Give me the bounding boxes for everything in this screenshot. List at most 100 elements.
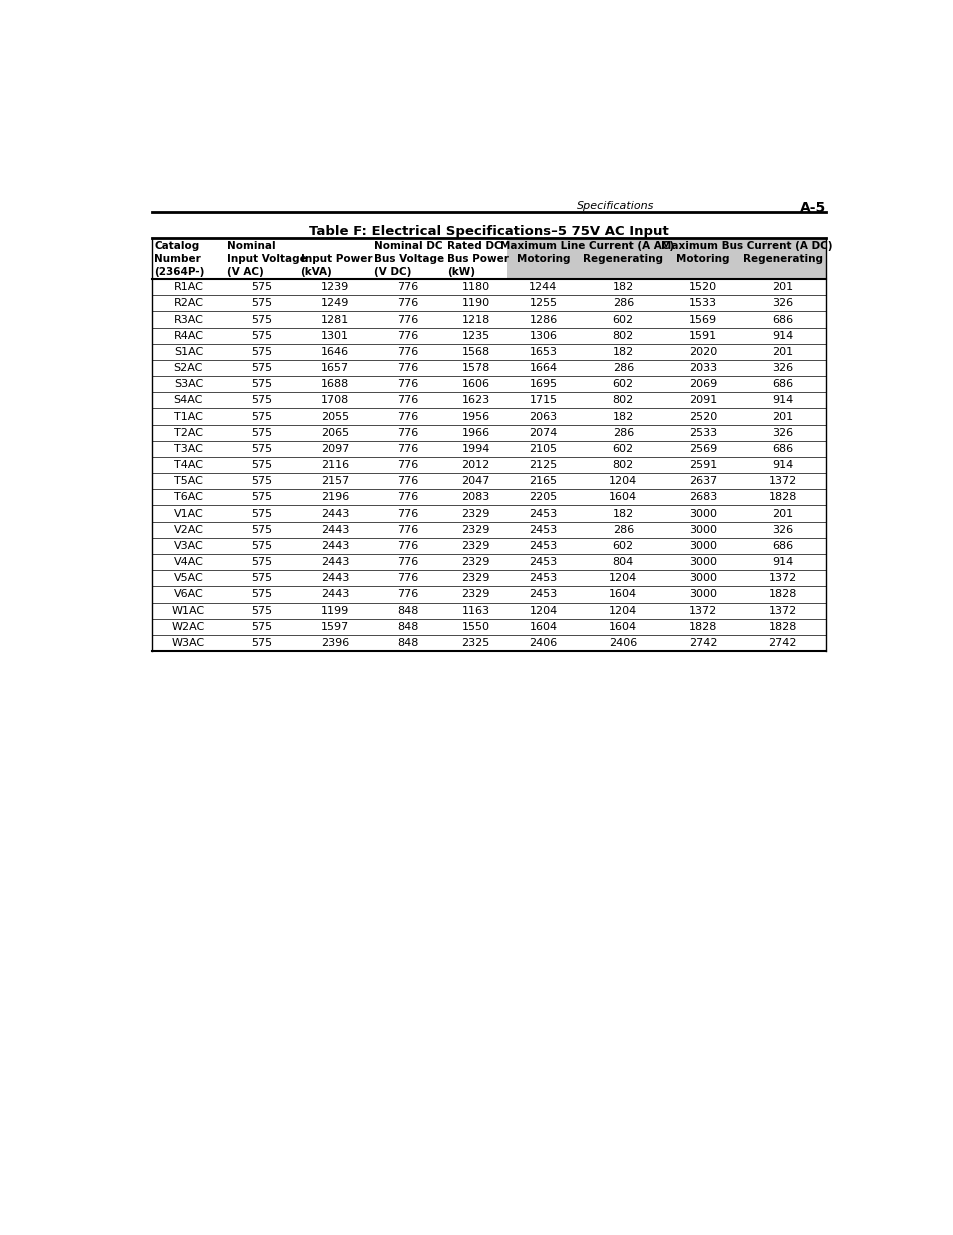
Text: 2069: 2069 [688,379,717,389]
Text: 2097: 2097 [320,443,349,454]
Text: Nominal DC: Nominal DC [374,241,442,251]
Text: 575: 575 [251,282,272,293]
Text: 182: 182 [612,347,633,357]
Text: 1239: 1239 [320,282,349,293]
Text: Motoring: Motoring [676,254,729,264]
Text: 2520: 2520 [688,411,717,421]
Text: S1AC: S1AC [173,347,203,357]
Text: 575: 575 [251,638,272,648]
Text: T4AC: T4AC [173,461,203,471]
Text: 1550: 1550 [461,621,489,632]
Bar [739,240,825,279]
Text: 1828: 1828 [768,589,796,599]
Text: 1372: 1372 [768,605,796,615]
Text: 848: 848 [397,605,418,615]
Text: 201: 201 [772,509,793,519]
Text: 1281: 1281 [320,315,349,325]
Text: 182: 182 [612,411,633,421]
Text: 2157: 2157 [320,477,349,487]
Text: 1286: 1286 [529,315,557,325]
Text: 1604: 1604 [529,621,557,632]
Text: 2065: 2065 [320,427,349,437]
Text: Input Power: Input Power [300,254,372,264]
Text: 1604: 1604 [609,493,637,503]
Text: 1163: 1163 [461,605,489,615]
Text: 2329: 2329 [461,557,490,567]
Text: 914: 914 [771,331,793,341]
Text: 575: 575 [251,427,272,437]
Text: 776: 776 [397,557,418,567]
Text: V4AC: V4AC [173,557,203,567]
Text: 2443: 2443 [320,525,349,535]
Text: 2443: 2443 [320,541,349,551]
Text: 1695: 1695 [529,379,557,389]
Text: 2453: 2453 [529,589,557,599]
Text: 2406: 2406 [609,638,637,648]
Text: 3000: 3000 [688,573,717,583]
Text: 2533: 2533 [688,427,717,437]
Text: 776: 776 [397,411,418,421]
Text: 1204: 1204 [529,605,557,615]
Text: Regenerating: Regenerating [582,254,662,264]
Text: 575: 575 [251,315,272,325]
Text: 776: 776 [397,299,418,309]
Text: 2125: 2125 [529,461,557,471]
Text: 776: 776 [397,379,418,389]
Text: (V AC): (V AC) [227,267,264,278]
Text: 2453: 2453 [529,557,557,567]
Text: S3AC: S3AC [173,379,203,389]
Text: 2453: 2453 [529,509,557,519]
Text: 1204: 1204 [609,573,637,583]
Text: T2AC: T2AC [173,427,203,437]
Text: 1520: 1520 [688,282,717,293]
Text: 326: 326 [772,299,793,309]
Text: 686: 686 [772,315,793,325]
Text: 848: 848 [397,621,418,632]
Text: 776: 776 [397,525,418,535]
Text: 2329: 2329 [461,573,490,583]
Text: 286: 286 [612,525,633,535]
Text: Regenerating: Regenerating [742,254,822,264]
Text: 2116: 2116 [320,461,349,471]
Text: 2020: 2020 [688,347,717,357]
Text: R3AC: R3AC [173,315,203,325]
Text: 2329: 2329 [461,525,490,535]
Text: 2329: 2329 [461,509,490,519]
Text: Bus Power: Bus Power [447,254,508,264]
Text: 2329: 2329 [461,589,490,599]
Text: Motoring: Motoring [517,254,570,264]
Text: 575: 575 [251,605,272,615]
Text: 2742: 2742 [688,638,717,648]
Text: 1306: 1306 [529,331,557,341]
Text: Catalog: Catalog [154,241,199,251]
Text: V5AC: V5AC [173,573,203,583]
Text: 776: 776 [397,443,418,454]
Text: V6AC: V6AC [173,589,203,599]
Text: 1372: 1372 [768,477,796,487]
Text: 2443: 2443 [320,557,349,567]
Text: 2033: 2033 [688,363,717,373]
Text: 1255: 1255 [529,299,557,309]
Text: 1994: 1994 [461,443,490,454]
Text: 182: 182 [612,282,633,293]
Text: 575: 575 [251,411,272,421]
Text: Rated DC: Rated DC [447,241,501,251]
Text: W1AC: W1AC [172,605,205,615]
Text: 914: 914 [771,557,793,567]
Text: 575: 575 [251,557,272,567]
Text: 2683: 2683 [688,493,717,503]
Text: 776: 776 [397,347,418,357]
Text: S2AC: S2AC [173,363,203,373]
Text: 602: 602 [612,315,633,325]
Text: 776: 776 [397,541,418,551]
Text: (2364P-): (2364P-) [154,267,204,278]
Text: R1AC: R1AC [173,282,203,293]
Text: 776: 776 [397,493,418,503]
Text: 575: 575 [251,347,272,357]
Text: 1966: 1966 [461,427,489,437]
Text: Table F: Electrical Specifications–5 75V AC Input: Table F: Electrical Specifications–5 75V… [309,225,668,238]
Text: 575: 575 [251,379,272,389]
Text: Maximum Bus Current (A DC): Maximum Bus Current (A DC) [659,241,831,251]
Text: Number: Number [154,254,201,264]
Text: 2063: 2063 [529,411,557,421]
